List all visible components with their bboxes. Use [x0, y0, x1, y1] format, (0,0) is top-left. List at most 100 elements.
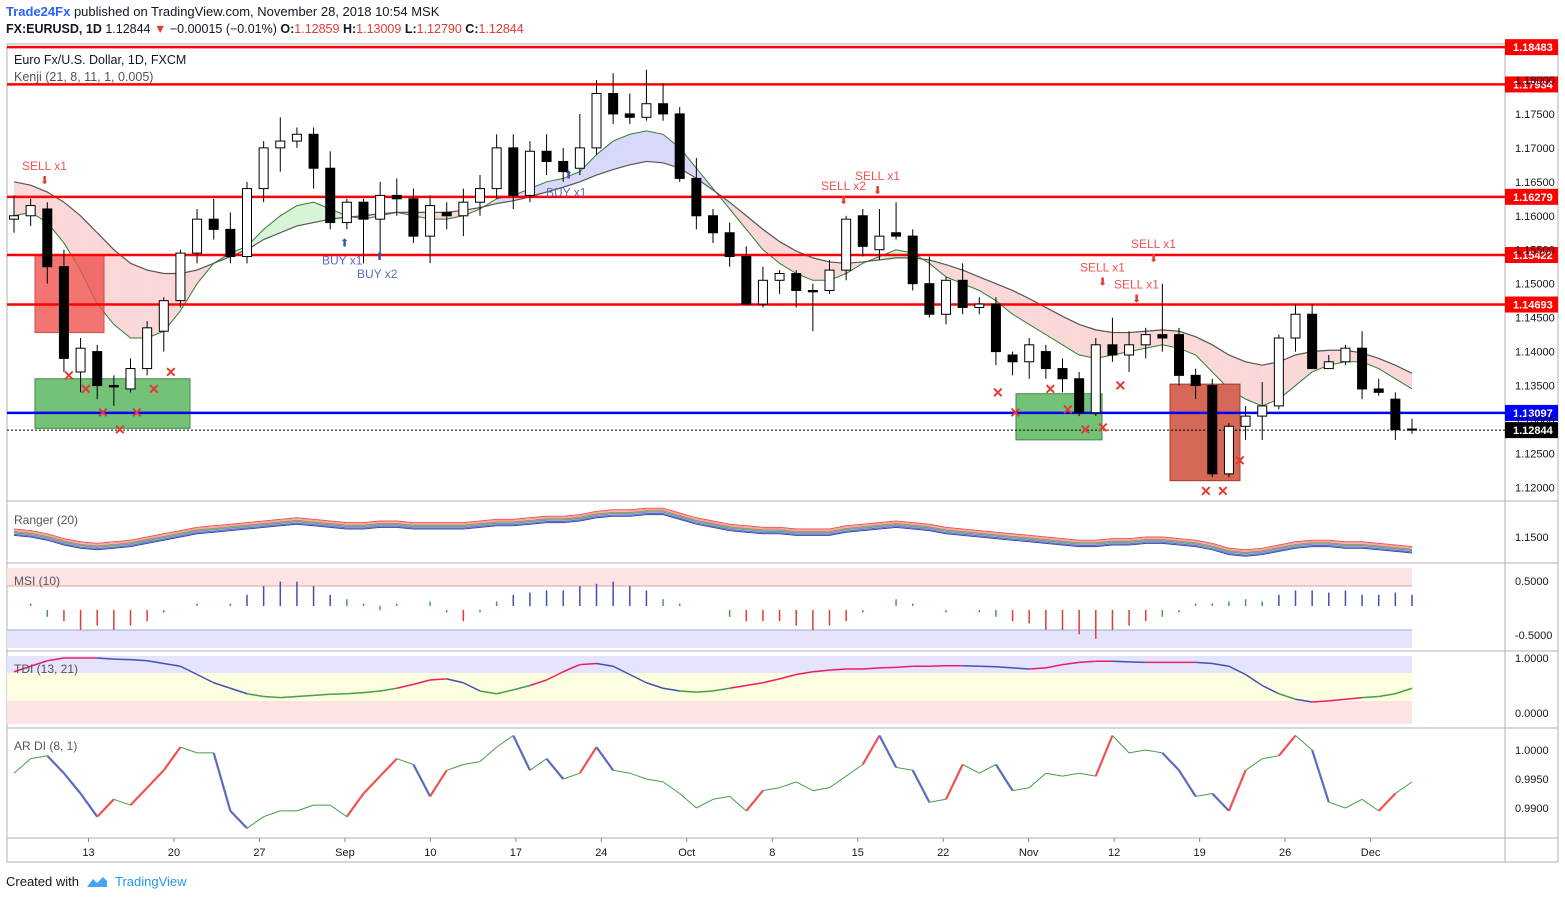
kenji-cloud-segment [1062, 316, 1080, 355]
ardi-line-segment [1377, 792, 1397, 812]
price-tick: 1.14500 [1515, 313, 1555, 325]
tdi-line-segment [979, 665, 996, 668]
tdi-line-segment [862, 667, 880, 670]
candle-body [1357, 347, 1368, 390]
tdi-line-segment [762, 678, 780, 684]
tdi-line-segment [513, 684, 531, 691]
level-label-bg [1505, 188, 1558, 205]
ardi-line-segment [1178, 769, 1197, 797]
candle-body [1057, 368, 1068, 380]
kenji-cloud-segment [280, 205, 297, 233]
ardi-line-segment [13, 758, 31, 774]
price-tick: 1.12000 [1515, 482, 1555, 494]
low-value: 1.12790 [416, 22, 462, 36]
candle-body [1140, 334, 1151, 346]
time-tick-label: 12 [1108, 847, 1120, 859]
kenji-cloud-segment [596, 141, 614, 176]
ardi-line-segment [979, 764, 997, 774]
level-label-bg [1505, 39, 1558, 56]
ardi-line-segment [96, 798, 115, 818]
time-axis[interactable]: 13 20 27 Sep 10 17 24 Oct 8 15 22 Nov 12 19 26 Dec [82, 838, 1381, 859]
ardi-line-segment [1028, 772, 1047, 789]
candle-body [874, 235, 885, 251]
candle-body [9, 215, 19, 220]
sell-arrow-icon: ⬇ [1132, 294, 1141, 306]
ardi-line-segment [1295, 735, 1313, 751]
open-value: 1.12859 [294, 22, 340, 36]
tdi-line-segment [1395, 687, 1413, 695]
tdi-line-segment [562, 663, 581, 673]
tdi-line-segment [529, 679, 547, 687]
candle-body [1373, 388, 1384, 393]
candle-body [258, 147, 269, 190]
tdi-line-segment [1212, 662, 1230, 667]
publish-text: published on TradingView.com, November 2… [73, 4, 440, 19]
tdi-line-segment [30, 660, 48, 667]
open-label: O: [280, 22, 295, 36]
ardi-line-segment [878, 734, 898, 768]
cross-marker: ✕ [1045, 381, 1057, 397]
ardi-line-segment [63, 772, 82, 795]
price-change: −0.00015 (−0.01%) [169, 22, 277, 36]
tdi-lower-band [7, 701, 1412, 724]
brand-name[interactable]: Trade24Fx [6, 4, 71, 19]
tdi-line-segment [1362, 695, 1379, 699]
price-tick: 1.13500 [1515, 381, 1555, 393]
cross-marker: ✕ [1062, 401, 1074, 417]
indicator-panes[interactable]: Ranger (20) MSI (10) TDI (13, 21) AR DI (8,… [7, 500, 1558, 839]
candle-body [325, 167, 336, 224]
candle-body [524, 150, 535, 196]
sell-signal-label: SELL x1 [1114, 278, 1159, 292]
ardi-line-segment [429, 769, 448, 797]
cross-marker: ✕ [1010, 405, 1022, 421]
tdi-line-segment [479, 690, 497, 695]
tdi-line-segment [463, 682, 481, 692]
price-tick: 1.15500 [1515, 245, 1555, 257]
tradingview-link[interactable]: TradingView [114, 874, 187, 889]
candle-body [125, 368, 136, 390]
high-value: 1.13009 [356, 22, 402, 36]
ardi-line-segment [945, 764, 964, 800]
tdi-line-segment [1062, 661, 1080, 666]
ardi-line-segment [1062, 772, 1080, 777]
tdi-line-segment [612, 665, 631, 676]
main-pane[interactable]: ✕ ✕ ✕ ✕ ✕ ✕ ✕ ✕ ✕ ✕ ✕ ✕ ✕ ✕ ✕ ✕ ✕ SELL x1 ⬇ ⬆ BUY x1 ⬆ BUY x2 ⬆… [6, 43, 1559, 863]
candle-body [907, 235, 918, 285]
indicator-name: Kenji (21, 8, 11, 1, 0.005) [14, 70, 153, 84]
kenji-cloud-segment [613, 134, 630, 170]
tdi-line-segment [729, 684, 747, 689]
candle-body [891, 232, 902, 237]
tdi-mid-band [7, 673, 1412, 701]
kenji-cloud-segment [1029, 298, 1046, 335]
tdi-line-segment [196, 673, 215, 684]
ardi-line-segment [762, 787, 780, 792]
kenji-cloud-segment [796, 251, 813, 281]
ardi-line-segment [146, 769, 165, 789]
candle-body [1174, 334, 1184, 376]
time-tick-label: 15 [852, 847, 864, 859]
cross-marker: ✕ [992, 384, 1004, 400]
cross-marker: ✕ [1097, 420, 1109, 436]
ardi-line-segment [861, 734, 881, 766]
kenji-cloud-segment [130, 263, 148, 339]
candle-body [458, 201, 469, 217]
kenji-cloud-segment [1195, 336, 1213, 372]
level-label-bg [1505, 247, 1558, 264]
buy-arrow-icon: ⬆ [340, 237, 349, 249]
tdi-line-segment [446, 678, 464, 684]
ardi-line-segment [529, 758, 547, 771]
sell-arrow-icon: ⬇ [1098, 277, 1107, 289]
time-tick-label: Oct [678, 847, 695, 859]
ardi-line-segment [1145, 749, 1163, 754]
tdi-line-segment [879, 666, 897, 669]
ardi-line-segment [911, 769, 931, 803]
tdi-line-segment [363, 690, 381, 694]
buy-arrow-icon: ⬆ [564, 169, 573, 181]
candle-body [58, 266, 69, 359]
ardi-line-segment [929, 798, 947, 803]
candle-body [1257, 405, 1268, 417]
ranger-line [13, 511, 1413, 555]
ardi-line-segment [362, 775, 381, 795]
price-axis[interactable]: 1.18483 1.17934 1.16279 1.15422 1.14693 1.130… [1505, 39, 1558, 815]
